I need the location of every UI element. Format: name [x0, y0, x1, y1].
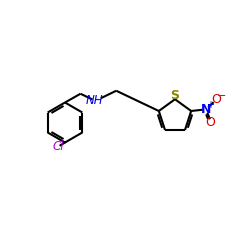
Text: Cl: Cl [52, 140, 64, 153]
Text: O: O [212, 93, 222, 106]
Text: S: S [170, 88, 179, 102]
Text: O: O [206, 116, 216, 129]
Text: +: + [206, 100, 214, 110]
Text: NH: NH [86, 94, 104, 107]
Text: N: N [201, 103, 211, 116]
Text: −: − [217, 91, 226, 101]
